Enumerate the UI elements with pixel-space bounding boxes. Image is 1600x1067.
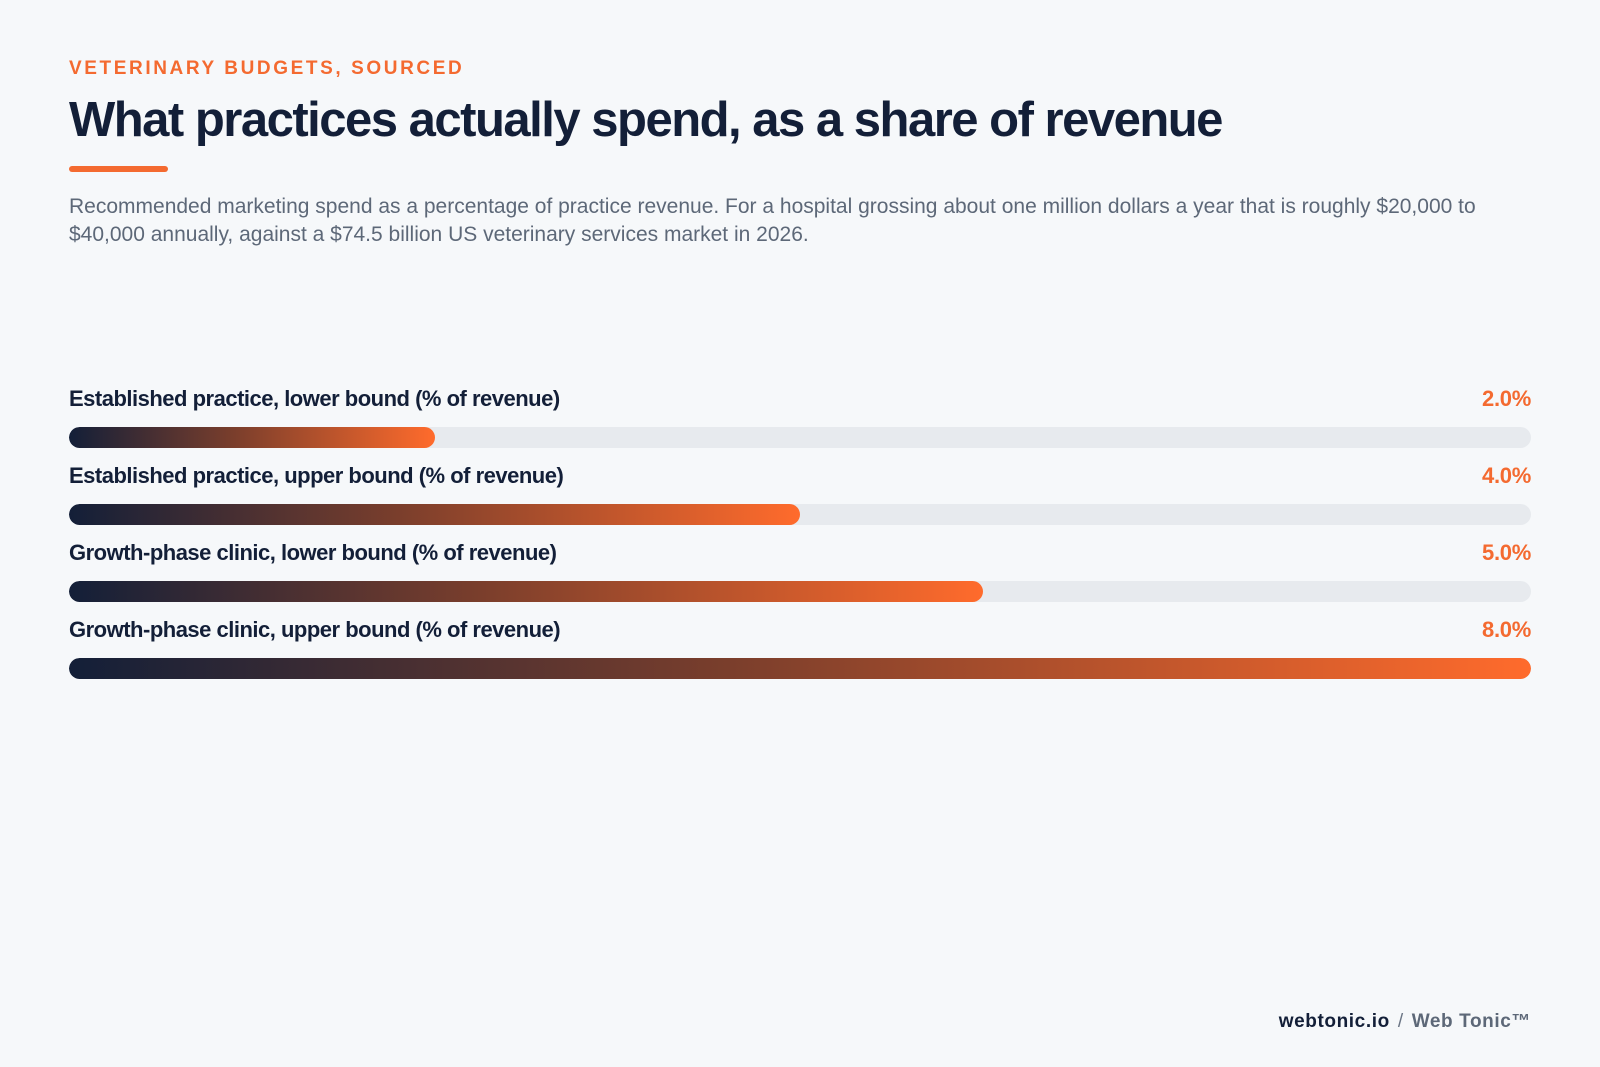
footer-domain: webtonic.io [1278, 1011, 1390, 1032]
footer-brand: Web Tonic™ [1411, 1011, 1531, 1032]
chart-eyebrow: VETERINARY BUDGETS, SOURCED [69, 58, 465, 79]
bar-value-label: 8.0% [1482, 617, 1531, 642]
bar-track [69, 427, 1531, 448]
bar-row: Established practice, lower bound (% of … [69, 386, 1531, 463]
bar-label: Growth-phase clinic, lower bound (% of r… [69, 540, 557, 565]
chart-subtitle: Recommended marketing spend as a percent… [69, 195, 1476, 246]
bar-track [69, 504, 1531, 525]
footer-credit: webtonic.io / Web Tonic™ [1279, 1011, 1531, 1033]
bar-fill [69, 427, 435, 448]
bar-value-label: 4.0% [1482, 463, 1531, 488]
title-accent-rule [69, 166, 168, 172]
chart-title: What practices actually spend, as a shar… [69, 93, 1223, 147]
bar-track [69, 658, 1531, 679]
bar-label: Growth-phase clinic, upper bound (% of r… [69, 617, 561, 642]
footer-separator: / [1397, 1011, 1404, 1032]
bar-label: Established practice, upper bound (% of … [69, 463, 564, 488]
bar-row: Growth-phase clinic, upper bound (% of r… [69, 617, 1531, 694]
bar-fill [69, 581, 983, 602]
bar-row: Established practice, upper bound (% of … [69, 463, 1531, 540]
bar-label: Established practice, lower bound (% of … [69, 386, 560, 411]
bar-fill [69, 504, 800, 525]
bar-value-label: 5.0% [1482, 540, 1531, 565]
bar-chart: Established practice, lower bound (% of … [69, 386, 1531, 694]
bar-row: Growth-phase clinic, lower bound (% of r… [69, 540, 1531, 617]
bar-value-label: 2.0% [1482, 386, 1531, 411]
bar-track [69, 581, 1531, 602]
bar-fill [69, 658, 1531, 679]
